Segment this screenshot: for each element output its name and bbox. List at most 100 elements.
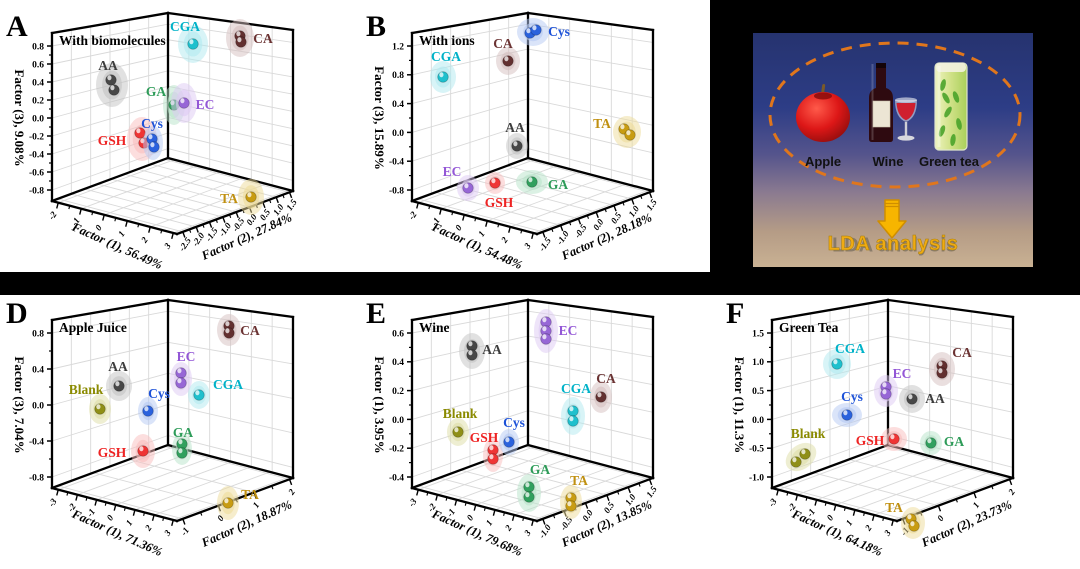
svg-text:1: 1 xyxy=(251,500,262,509)
svg-text:LDA analysis: LDA analysis xyxy=(832,235,957,257)
cluster-label: TA xyxy=(220,191,238,206)
cluster-label: CGA xyxy=(561,381,591,396)
wine-image xyxy=(869,63,917,142)
cluster-TA: TA xyxy=(217,486,259,520)
svg-text:0.4: 0.4 xyxy=(392,358,404,368)
svg-text:1: 1 xyxy=(116,229,127,238)
svg-text:0: 0 xyxy=(935,513,946,523)
svg-text:0.8: 0.8 xyxy=(32,42,44,52)
cluster-GSH: GSH xyxy=(470,430,503,472)
svg-text:1.5: 1.5 xyxy=(752,329,764,339)
svg-text:2: 2 xyxy=(502,523,514,534)
svg-text:-1: -1 xyxy=(429,216,441,228)
cluster-Cys: Cys xyxy=(138,386,170,425)
panel-title: Wine xyxy=(419,320,450,335)
cluster-label: Cys xyxy=(503,415,525,430)
svg-text:0: 0 xyxy=(93,223,104,233)
svg-text:1: 1 xyxy=(124,518,135,527)
panel-title: Apple Juice xyxy=(59,320,127,335)
svg-text:-0.8: -0.8 xyxy=(29,186,44,196)
cluster-AA: AA xyxy=(505,120,528,159)
svg-text:1.5: 1.5 xyxy=(284,197,299,212)
cluster-label: CGA xyxy=(431,49,461,64)
svg-text:-0.5: -0.5 xyxy=(749,445,764,455)
svg-text:2: 2 xyxy=(499,235,511,246)
cluster-label: GA xyxy=(173,425,194,440)
svg-text:0.6: 0.6 xyxy=(32,60,44,70)
cluster-TA: TA xyxy=(885,500,925,539)
svg-text:-0.2: -0.2 xyxy=(389,445,404,455)
cluster-EC: EC xyxy=(874,366,911,407)
svg-text:-3: -3 xyxy=(46,496,59,508)
svg-text:0.0: 0.0 xyxy=(752,416,764,426)
svg-text:0.0: 0.0 xyxy=(32,401,44,411)
svg-text:0: 0 xyxy=(465,513,476,523)
cluster-label: GSH xyxy=(98,445,127,460)
cluster-AA: AA xyxy=(899,385,945,413)
svg-text:0: 0 xyxy=(825,513,836,523)
svg-text:0.8: 0.8 xyxy=(392,71,404,81)
svg-text:3: 3 xyxy=(162,528,174,539)
svg-text:3: 3 xyxy=(162,241,174,252)
svg-text:0.2: 0.2 xyxy=(392,387,404,397)
box-edges xyxy=(50,11,295,236)
cluster-label: TA xyxy=(885,500,903,515)
svg-text:0.8: 0.8 xyxy=(32,329,44,339)
cluster-AA: AA xyxy=(459,333,502,369)
cluster-label: TA xyxy=(570,473,588,488)
panel-d: 0.8 0.4 0.0 -0.4 -0.8 -3 -2 -1 0 1 2 3 -1 0 1 2 Factor (… xyxy=(0,287,360,569)
cluster-label: CA xyxy=(253,31,273,46)
panel-letter: E xyxy=(366,297,386,330)
svg-text:0: 0 xyxy=(453,223,464,233)
cluster-label: AA xyxy=(505,120,525,135)
cluster-CGA: CGA xyxy=(188,377,243,409)
cluster-label: Cys xyxy=(841,389,863,404)
panel-a: 0.8 0.6 0.4 0.2 0.0 -0.2 -0.4 -0.6 -0.8 -2 -1 0 1 2 3-… xyxy=(0,0,360,282)
cluster-label: Cys xyxy=(141,116,163,131)
cluster-CA: CA xyxy=(590,371,616,413)
svg-text:0.0: 0.0 xyxy=(392,416,404,426)
cluster-label: Blank xyxy=(791,426,826,441)
panel-letter: D xyxy=(6,297,28,330)
panel-title: With ions xyxy=(419,33,475,48)
svg-text:-0.4: -0.4 xyxy=(29,150,44,160)
svg-text:-1: -1 xyxy=(69,216,81,228)
svg-text:0.5: 0.5 xyxy=(752,387,764,397)
cluster-CGA: CGA xyxy=(561,381,591,435)
panel-f: 1.51.00.50.0-0.5-1.0-3-2-10123-1012Facto… xyxy=(720,287,1080,569)
cluster-TA: TA xyxy=(220,179,264,215)
dashed-ellipse xyxy=(768,41,1022,189)
y-axis-title: Factor (3), 7.04% xyxy=(12,356,27,453)
cluster-EC: EC xyxy=(170,349,195,396)
cluster-label: AA xyxy=(925,391,945,406)
cluster-label: CA xyxy=(596,371,616,386)
cluster-AA: AA xyxy=(106,359,132,401)
svg-text:-1.0: -1.0 xyxy=(749,473,764,483)
svg-text:-2: -2 xyxy=(406,209,419,221)
y-axis-title: Factor (1), 3.95% xyxy=(372,356,387,453)
svg-text:1: 1 xyxy=(476,229,487,238)
cluster-label: AA xyxy=(482,342,502,357)
cluster-Blank: Blank xyxy=(69,382,111,424)
cluster-CGA: CGA xyxy=(170,19,208,63)
cluster-label: Cys xyxy=(148,386,170,401)
svg-text:-0.2: -0.2 xyxy=(29,132,44,142)
cluster-Blank: Blank xyxy=(443,406,478,446)
cluster-label: EC xyxy=(177,349,196,364)
cluster-CA: CA xyxy=(493,36,520,75)
cluster-label: GA xyxy=(146,84,167,99)
svg-text:0: 0 xyxy=(105,513,116,523)
panel-illustration: Apple Wine Green tea LDA analysis LDA analys… xyxy=(710,0,1080,287)
cluster-GSH: GSH xyxy=(856,427,907,451)
cluster-GSH: GSH xyxy=(98,434,155,468)
cluster-EC: EC xyxy=(171,83,214,123)
svg-text:-0.4: -0.4 xyxy=(29,437,44,447)
green-tea-image xyxy=(934,62,968,151)
box-edges xyxy=(770,298,1015,523)
svg-text:-3: -3 xyxy=(406,496,419,508)
label-wine: Wine xyxy=(873,154,904,169)
cluster-CA: CA xyxy=(217,314,260,346)
svg-text:0: 0 xyxy=(215,513,226,523)
